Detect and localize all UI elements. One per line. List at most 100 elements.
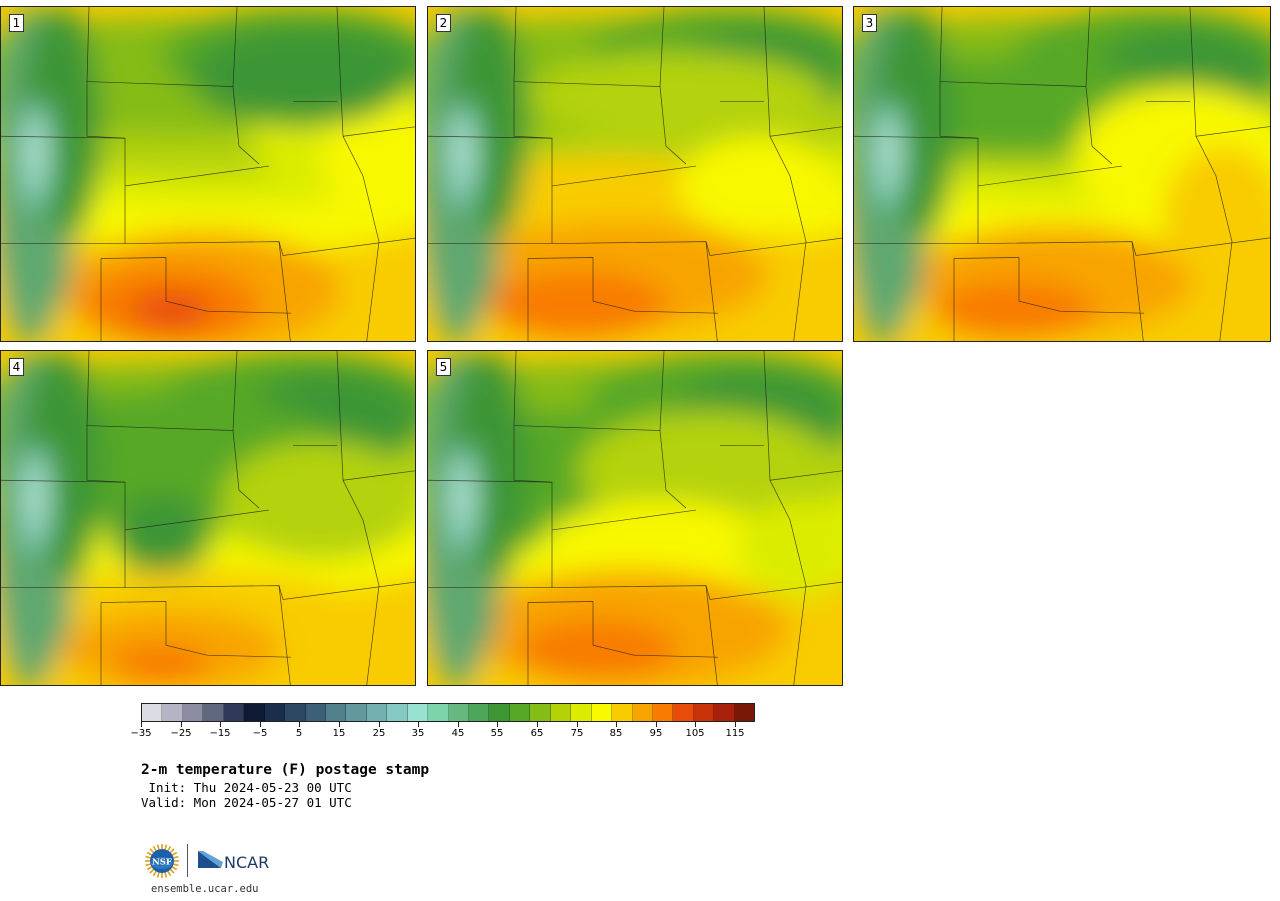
state-border xyxy=(342,470,415,481)
map-panel-5: 5 xyxy=(427,350,843,686)
map-panel-4: 4 xyxy=(0,350,416,686)
colorbar-ticks: −35 −25 −15 −5 5 15 25 35 45 55 65 75 85 95 105 115 xyxy=(130,722,755,742)
state-border xyxy=(659,430,687,509)
state-border xyxy=(342,126,415,137)
colorbar-swatch xyxy=(489,704,510,721)
state-border xyxy=(86,81,126,244)
colorbar-tick xyxy=(497,722,498,727)
colorbar-swatch xyxy=(387,704,408,721)
colorbar-swatch xyxy=(632,704,653,721)
state-border xyxy=(705,241,718,341)
colorbar-tick-label: −15 xyxy=(209,728,231,739)
state-border xyxy=(551,509,697,531)
state-border xyxy=(513,7,665,87)
temperature-field xyxy=(854,7,1270,341)
state-border xyxy=(86,7,238,87)
init-time: Init: Thu 2024-05-23 00 UTC xyxy=(141,780,352,795)
colorbar-tick xyxy=(299,722,300,727)
colorbar-swatch xyxy=(509,704,531,721)
state-border xyxy=(100,601,292,658)
colorbar-swatch xyxy=(550,704,572,721)
colorbar-tick xyxy=(220,722,221,727)
colorbar-tick-label: 55 xyxy=(490,728,504,739)
map-panel-1: 1 xyxy=(0,6,416,342)
state-border xyxy=(1,479,126,483)
state-border xyxy=(428,135,553,139)
state-border xyxy=(278,585,291,685)
colorbar-tick xyxy=(537,722,538,727)
state-border xyxy=(763,351,807,685)
state-border xyxy=(232,430,260,509)
colorbar-swatch xyxy=(142,704,163,721)
colorbar-tick-label: 85 xyxy=(609,728,623,739)
state-border xyxy=(939,81,979,244)
state-border xyxy=(705,585,718,685)
colorbar-tick-label: 115 xyxy=(725,728,745,739)
colorbar-tick xyxy=(339,722,340,727)
colorbar-tick-label: 5 xyxy=(295,728,303,739)
colorbar-swatch xyxy=(530,704,551,721)
colorbar-tick xyxy=(458,722,459,727)
temperature-field xyxy=(1,351,415,685)
colorbar-swatch xyxy=(571,704,592,721)
colorbar-swatch xyxy=(305,704,326,721)
colorbar-tick xyxy=(141,722,142,727)
ncar-logo-text: NCAR xyxy=(224,853,269,872)
colorbar-tick-label: 35 xyxy=(411,728,425,739)
colorbar-swatch xyxy=(673,704,694,721)
colorbar-tick-label: 105 xyxy=(685,728,705,739)
colorbar-swatch xyxy=(469,704,490,721)
website-url: ensemble.ucar.edu xyxy=(151,883,259,895)
colorbar-tick xyxy=(695,722,696,727)
state-border xyxy=(513,81,553,244)
colorbar-swatch xyxy=(285,704,306,721)
colorbar-tick-label: 25 xyxy=(372,728,386,739)
nsf-logo: NSF xyxy=(145,844,179,878)
colorbar-swatch xyxy=(182,704,204,721)
colorbar-swatch xyxy=(612,704,633,721)
colorbar-swatch xyxy=(652,704,674,721)
colorbar-swatch xyxy=(244,704,265,721)
state-border xyxy=(232,86,260,165)
state-border xyxy=(124,165,270,187)
colorbar-swatch xyxy=(223,704,245,721)
temperature-field xyxy=(428,351,842,685)
colorbar-swatch xyxy=(448,704,469,721)
state-border xyxy=(86,425,126,588)
state-border xyxy=(100,257,292,314)
temperature-field xyxy=(1,7,415,341)
state-border xyxy=(86,351,238,431)
state-border xyxy=(513,425,553,588)
state-border xyxy=(527,601,719,658)
colorbar-tick-label: 75 xyxy=(570,728,584,739)
state-border xyxy=(977,165,1123,187)
colorbar-tick-label: 15 xyxy=(332,728,346,739)
panel-number-label: 3 xyxy=(862,14,877,32)
state-border xyxy=(551,165,697,187)
colorbar-tick xyxy=(656,722,657,727)
colorbar-swatch xyxy=(428,704,449,721)
colorbar-swatch xyxy=(591,704,613,721)
state-border xyxy=(513,351,665,431)
colorbar-swatch xyxy=(162,704,183,721)
ncar-logo: NCAR xyxy=(198,851,269,872)
colorbar-tick-label: 45 xyxy=(451,728,465,739)
state-border xyxy=(1195,126,1270,137)
state-border xyxy=(1189,7,1233,341)
colorbar-swatch xyxy=(734,704,755,721)
state-border xyxy=(124,237,415,256)
colorbar-swatch xyxy=(325,704,347,721)
valid-time: Valid: Mon 2024-05-27 01 UTC xyxy=(141,795,352,810)
nsf-logo-text: NSF xyxy=(152,858,172,868)
colorbar-swatch xyxy=(714,704,735,721)
colorbar-tick xyxy=(260,722,261,727)
panel-number-label: 5 xyxy=(436,358,451,376)
logo-divider xyxy=(187,844,188,877)
colorbar-tick xyxy=(616,722,617,727)
state-border xyxy=(953,257,1145,314)
state-border xyxy=(763,7,807,341)
colorbar-tick xyxy=(735,722,736,727)
state-border xyxy=(551,581,842,600)
colorbar-tick xyxy=(181,722,182,727)
colorbar-tick-label: 95 xyxy=(649,728,663,739)
